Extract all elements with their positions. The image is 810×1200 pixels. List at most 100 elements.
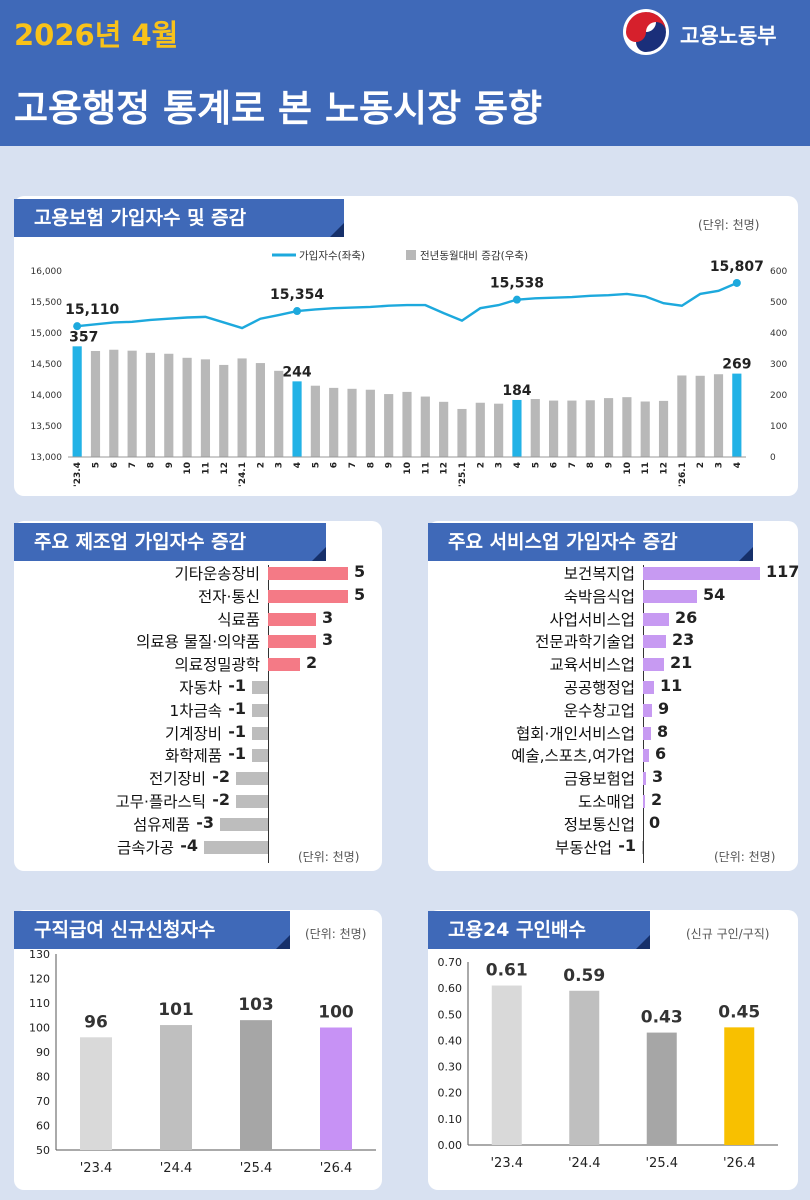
category-label: 의료정밀광학 <box>174 656 260 675</box>
x-tick-label: 8 <box>586 462 596 468</box>
y-tick-label: 110 <box>29 997 50 1010</box>
y-left-tick-label: 16,000 <box>31 267 63 277</box>
x-tick-label: '25.1 <box>458 462 468 487</box>
y-right-tick-label: 100 <box>770 422 787 432</box>
value-label: -1 <box>228 676 246 695</box>
bar-value-label: 0.43 <box>641 1008 683 1028</box>
line-value-label: 15,538 <box>490 276 544 292</box>
bar-value-label: 101 <box>158 1000 194 1020</box>
value-label: 8 <box>657 721 669 741</box>
bar <box>320 1027 352 1150</box>
category-label: 숙박음식업 <box>563 587 635 606</box>
y-tick-label: 0.00 <box>438 1139 463 1152</box>
y-left-tick-label: 14,000 <box>31 391 63 401</box>
y-left-tick-label: 15,000 <box>31 329 63 339</box>
insured-point <box>293 307 302 316</box>
increase-bar <box>530 399 540 457</box>
increase-bar <box>329 387 339 457</box>
x-tick-label: 7 <box>128 462 138 468</box>
bar <box>643 726 651 740</box>
bar <box>236 795 268 808</box>
increase-bar <box>402 391 412 457</box>
x-tick-label: 6 <box>110 462 120 468</box>
y-left-tick-label: 14,500 <box>31 360 63 370</box>
increase-bar <box>384 394 394 457</box>
category-label: 예술,스포츠,여가업 <box>511 747 635 766</box>
bar <box>643 703 652 717</box>
increase-bar <box>292 381 302 457</box>
value-label: 2 <box>306 653 318 673</box>
x-tick-label: 4 <box>733 462 743 468</box>
value-label: 0 <box>649 812 661 832</box>
increase-bar <box>658 400 669 457</box>
y-tick-label: 0.60 <box>438 982 463 995</box>
x-tick-label: '26.4 <box>320 1161 353 1176</box>
insured-chart-title: 고용보험 가입자수 및 증감 <box>14 199 344 237</box>
x-tick-label: 3 <box>715 462 725 468</box>
category-label: 기계장비 <box>164 724 222 743</box>
x-tick-label: '23.4 <box>80 1161 113 1176</box>
x-tick-label: 8 <box>146 462 156 468</box>
x-tick-label: 3 <box>275 462 285 468</box>
category-label: 의료용 물질·의약품 <box>136 633 260 652</box>
y-right-tick-label: 600 <box>770 267 787 277</box>
x-tick-label: 9 <box>165 462 175 468</box>
increase-bar <box>585 400 595 457</box>
bar <box>268 635 316 649</box>
increase-bar <box>365 389 375 457</box>
increase-bar <box>347 388 357 457</box>
value-label: 5 <box>354 584 366 604</box>
y-right-tick-label: 500 <box>770 298 787 308</box>
x-tick-label: '24.4 <box>160 1161 193 1176</box>
category-label: 도소매업 <box>577 793 635 811</box>
bar <box>160 1025 192 1150</box>
y-tick-label: 0.20 <box>438 1087 463 1100</box>
line-value-label: 15,110 <box>65 302 119 318</box>
bar-value-label: 357 <box>69 329 98 345</box>
bar-value-label: 96 <box>84 1012 108 1032</box>
category-label: 공공행정업 <box>563 679 635 697</box>
value-label: 3 <box>322 630 334 650</box>
y-tick-label: 0.70 <box>438 956 463 969</box>
insured-combo-chart: 가입자수(좌축) 전년동월대비 증감(우축) 13,000 13,500 14,000 1… <box>31 249 788 487</box>
value-label: 3 <box>322 607 334 627</box>
category-label: 교육서비스업 <box>549 656 635 675</box>
bar <box>643 658 664 672</box>
bar <box>204 840 268 854</box>
increase-bar <box>219 364 229 457</box>
tab-notch <box>312 547 326 561</box>
value-label: -4 <box>180 835 198 855</box>
insured-point <box>732 278 741 287</box>
increase-bar <box>310 385 320 457</box>
increase-bar <box>677 375 687 457</box>
x-tick-label: 11 <box>641 462 651 475</box>
insured-point <box>512 295 521 304</box>
x-tick-label: 6 <box>550 462 560 468</box>
increase-bar <box>457 408 467 457</box>
bar-value-label: 0.59 <box>563 966 605 986</box>
bar <box>252 749 268 763</box>
x-tick-label: 5 <box>91 462 101 468</box>
services-chart-title: 주요 서비스업 가입자수 증감 <box>428 523 753 561</box>
tab-notch <box>636 935 650 949</box>
x-tick-label: 12 <box>660 462 670 475</box>
manufacturing-chart-title: 주요 제조업 가입자수 증감 <box>14 523 326 561</box>
x-tick-label: 2 <box>696 462 706 468</box>
bar <box>643 795 645 808</box>
value-label: -1 <box>228 744 246 764</box>
category-label: 보건복지업 <box>563 565 635 583</box>
taegeuk-logo-icon <box>623 9 669 55</box>
value-label: -2 <box>212 790 230 809</box>
value-label: 3 <box>652 767 664 787</box>
bar-value-label: 0.45 <box>718 1002 760 1022</box>
category-label: 전기장비 <box>148 770 206 789</box>
line-value-label: 15,807 <box>710 259 764 275</box>
increase-bar <box>164 353 174 457</box>
category-label: 금속가공 <box>116 838 174 857</box>
x-tick-label: 6 <box>330 462 340 468</box>
legend-bar-swatch <box>406 250 416 260</box>
bar <box>643 567 760 580</box>
category-label: 사업서비스업 <box>549 610 635 629</box>
y-tick-label: 50 <box>36 1144 50 1157</box>
y-right-tick-label: 0 <box>770 453 776 463</box>
